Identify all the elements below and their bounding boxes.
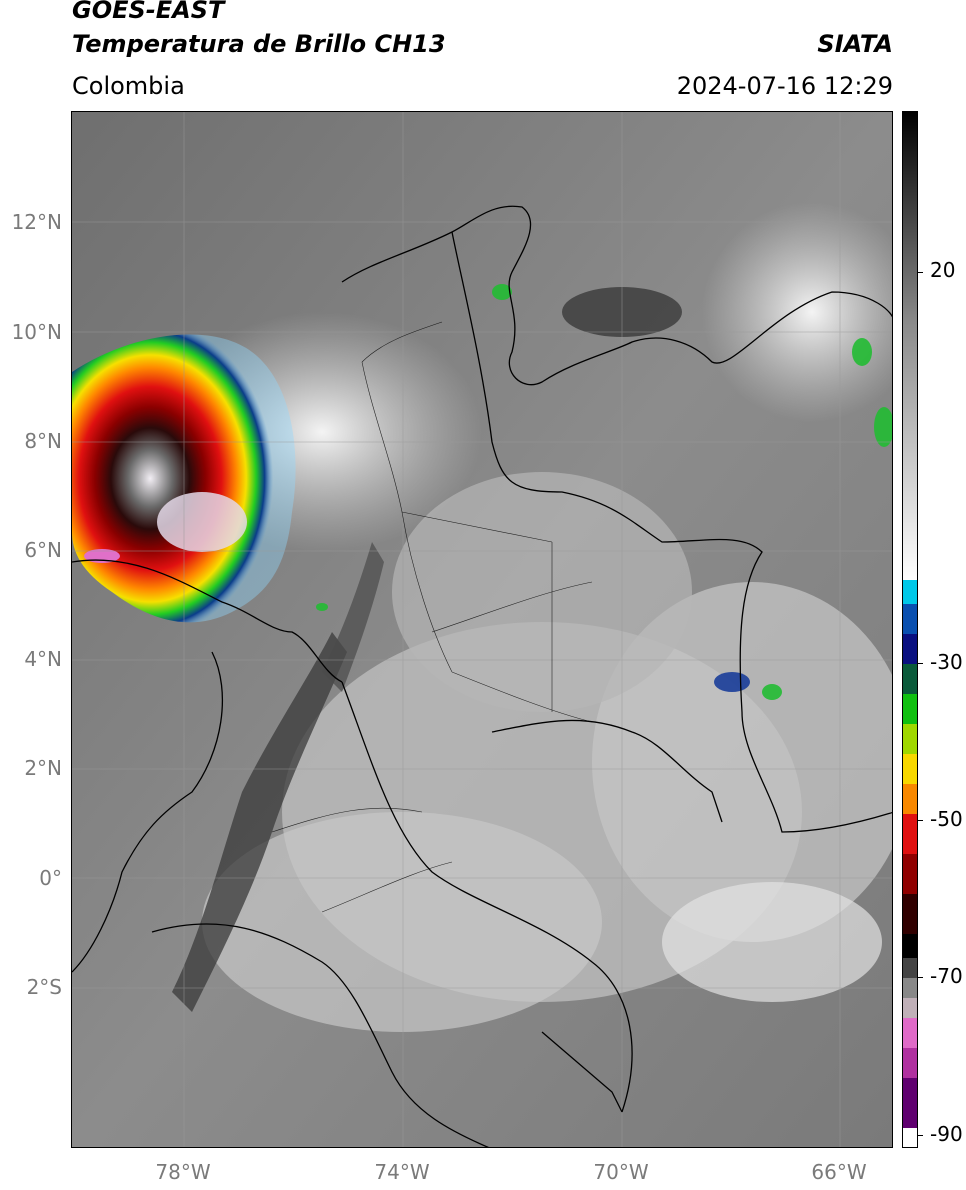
colorbar-label: -90 bbox=[930, 1122, 963, 1146]
lat-label: 12°N bbox=[11, 210, 62, 234]
andes-shade bbox=[322, 542, 384, 692]
lat-label: 10°N bbox=[11, 320, 62, 344]
lon-label: 74°W bbox=[374, 1160, 430, 1184]
lat-label: 4°N bbox=[24, 647, 62, 671]
colorbar-label: -30 bbox=[930, 650, 963, 674]
department-lines bbox=[271, 321, 593, 913]
cloud-area bbox=[662, 882, 882, 1002]
datetime-label: 2024-07-16 12:29 bbox=[676, 72, 893, 100]
lat-label: 6°N bbox=[24, 538, 62, 562]
cloud-area bbox=[592, 582, 892, 942]
lat-label: 8°N bbox=[24, 429, 62, 453]
lat-label: 2°N bbox=[24, 756, 62, 780]
lat-label: 0° bbox=[39, 866, 62, 890]
map-region-label: Colombia bbox=[72, 72, 185, 100]
agency-label: SIATA bbox=[817, 30, 893, 58]
cloud-area bbox=[702, 202, 892, 422]
lon-label: 66°W bbox=[811, 1160, 867, 1184]
cold-top bbox=[157, 492, 247, 552]
lat-label: 2°S bbox=[26, 975, 62, 999]
temperature-colorbar bbox=[902, 111, 918, 1148]
lon-label: 78°W bbox=[155, 1160, 211, 1184]
map-image bbox=[72, 112, 892, 1147]
colorbar-label: -50 bbox=[930, 807, 963, 831]
graticule bbox=[72, 112, 892, 1147]
colorbar-label: 20 bbox=[930, 258, 956, 282]
lon-label: 70°W bbox=[593, 1160, 649, 1184]
borders bbox=[72, 205, 892, 1147]
satellite-map[interactable] bbox=[71, 111, 893, 1148]
andes-shade bbox=[172, 632, 347, 1012]
colorbar-label: -70 bbox=[930, 964, 963, 988]
map-title-product: Temperatura de Brillo CH13 bbox=[72, 30, 446, 58]
cloud-area bbox=[392, 472, 692, 712]
cloud-area bbox=[202, 812, 602, 1032]
map-title-satellite: GOES-EAST bbox=[72, 0, 225, 24]
